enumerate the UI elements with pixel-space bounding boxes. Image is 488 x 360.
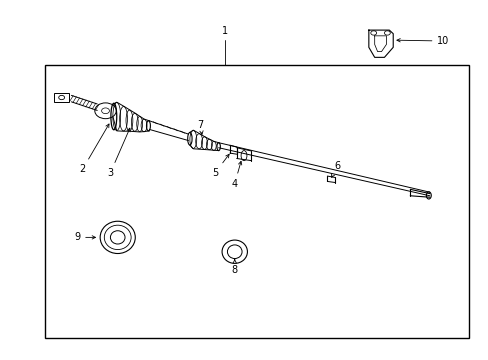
Text: 2: 2 — [80, 124, 109, 174]
Text: 7: 7 — [197, 120, 203, 134]
Bar — [44, 65, 468, 338]
Text: 6: 6 — [331, 161, 340, 177]
Text: 1: 1 — [222, 26, 227, 36]
Text: 3: 3 — [107, 128, 130, 178]
Text: 4: 4 — [231, 161, 241, 189]
Text: 10: 10 — [436, 36, 448, 46]
Text: 5: 5 — [212, 154, 229, 178]
Text: 8: 8 — [231, 260, 237, 275]
Text: 9: 9 — [74, 232, 95, 242]
